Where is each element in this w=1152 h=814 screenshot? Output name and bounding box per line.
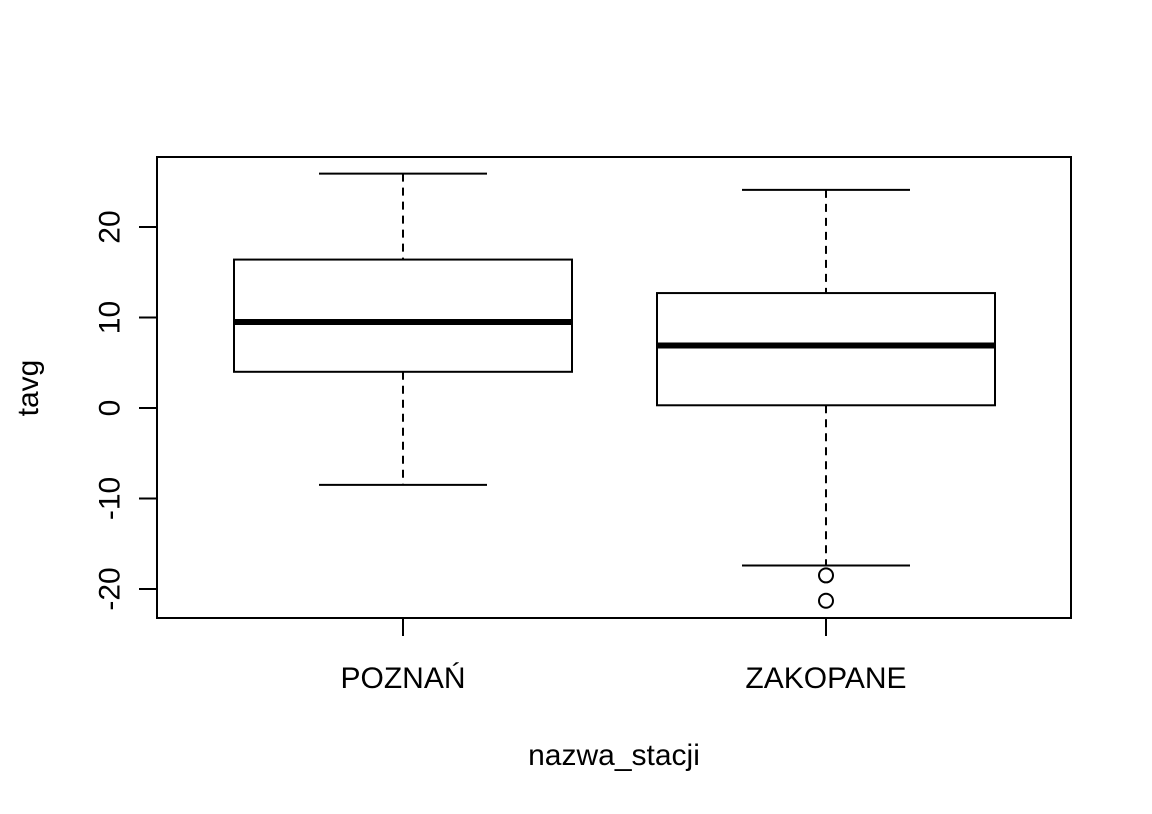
- x-tick-label: POZNAŃ: [340, 662, 465, 695]
- y-tick-label: -20: [94, 567, 127, 610]
- box-iqr: [656, 292, 996, 407]
- y-tick-label: 10: [94, 301, 127, 334]
- x-axis-title: nazwa_stacji: [528, 739, 700, 772]
- box-group: [656, 188, 996, 609]
- y-axis-title: tavg: [12, 360, 45, 417]
- plot-frame: [156, 156, 1072, 619]
- y-axis: -20 -10 0 10 20: [94, 210, 157, 611]
- y-tick-label: 20: [94, 210, 127, 243]
- box-group: [233, 172, 573, 486]
- x-tick-label: ZAKOPANE: [745, 662, 906, 695]
- y-tick-label: -10: [94, 477, 127, 520]
- box-iqr: [233, 258, 573, 373]
- boxes-layer: [233, 172, 996, 609]
- outlier-point: [818, 592, 834, 609]
- outlier-point: [818, 567, 834, 584]
- y-tick-label: 0: [94, 400, 127, 417]
- x-axis: POZNAŃ ZAKOPANE: [340, 618, 907, 695]
